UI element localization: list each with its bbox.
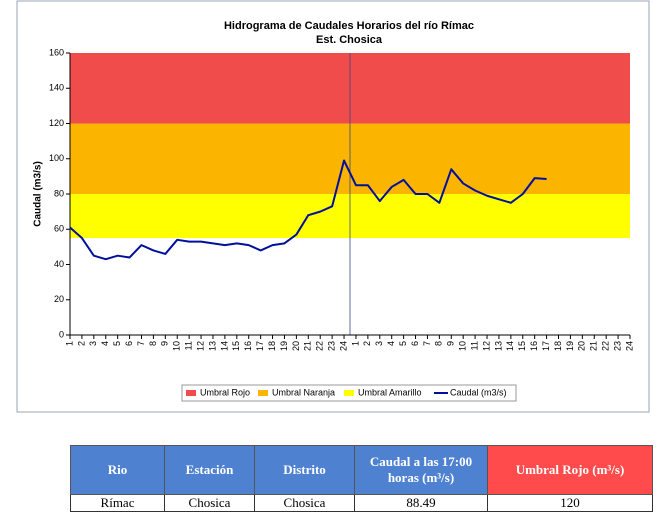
- x-tick-label: 10: [458, 341, 468, 351]
- x-tick-label: 16: [243, 341, 253, 351]
- x-tick-label: 16: [529, 341, 539, 351]
- y-tick-label: 0: [59, 329, 64, 339]
- x-tick-label: 15: [517, 341, 527, 351]
- y-tick-label: 160: [49, 47, 64, 57]
- y-tick-label: 80: [54, 188, 64, 198]
- x-tick-label: 7: [136, 341, 146, 346]
- x-tick-label: 12: [481, 341, 491, 351]
- header-cell: Distrito: [254, 445, 355, 495]
- legend-swatch: [258, 390, 268, 396]
- x-tick-label: 24: [624, 341, 634, 351]
- x-tick-label: 2: [362, 341, 372, 346]
- x-tick-label: 2: [76, 341, 86, 346]
- x-tick-label: 18: [553, 341, 563, 351]
- x-tick-label: 9: [446, 341, 456, 346]
- header-cell: Umbral Rojo (m³/s): [487, 445, 653, 495]
- x-tick-label: 11: [469, 341, 479, 350]
- x-tick-label: 24: [338, 341, 348, 351]
- x-tick-label: 4: [100, 341, 110, 346]
- x-tick-label: 19: [565, 341, 575, 351]
- x-tick-label: 1: [64, 341, 74, 346]
- data-line: [69, 159, 547, 261]
- x-tick-label: 20: [291, 341, 301, 351]
- x-tick-label: 22: [601, 341, 611, 351]
- x-tick-label: 8: [148, 341, 158, 346]
- x-tick-label: 1: [350, 341, 360, 346]
- legend-label: Umbral Amarillo: [358, 387, 422, 397]
- x-tick-label: 6: [410, 341, 420, 346]
- x-tick-label: 21: [589, 341, 599, 351]
- x-tick-label: 13: [493, 341, 503, 351]
- x-tick-label: 3: [374, 341, 384, 346]
- y-tick-label: 60: [54, 224, 64, 234]
- x-tick-label: 13: [207, 341, 217, 351]
- x-tick-label: 7: [422, 341, 432, 346]
- x-tick-label: 9: [160, 341, 170, 346]
- y-tick-label: 40: [54, 259, 64, 269]
- x-tick-label: 22: [315, 341, 325, 351]
- cell: Chosica: [164, 494, 255, 512]
- x-tick-label: 3: [88, 341, 98, 346]
- x-tick-label: 20: [577, 341, 587, 351]
- x-tick-label: 5: [112, 341, 122, 346]
- x-tick-label: 10: [172, 341, 182, 351]
- x-tick-label: 6: [124, 341, 134, 346]
- cell: Chosica: [254, 494, 355, 512]
- x-tick-label: 23: [612, 341, 622, 351]
- chart-title: Hidrograma de Caudales Horarios del río …: [224, 20, 474, 32]
- chart: Hidrograma de Caudales Horarios del río …: [16, 0, 650, 413]
- x-tick-label: 23: [327, 341, 337, 351]
- legend-label: Umbral Rojo: [200, 387, 250, 397]
- cell: 120: [487, 494, 653, 512]
- x-tick-label: 21: [303, 341, 313, 351]
- x-tick-label: 14: [219, 341, 229, 351]
- x-tick-label: 4: [386, 341, 396, 346]
- header-cell: Caudal a las 17:00 horas (m³/s): [354, 445, 488, 495]
- x-tick-label: 17: [255, 341, 265, 351]
- y-tick-label: 20: [54, 294, 64, 304]
- cell: Rímac: [70, 494, 165, 512]
- x-tick-label: 17: [541, 341, 551, 351]
- x-tick-label: 15: [231, 341, 241, 351]
- x-tick-label: 18: [267, 341, 277, 351]
- header-cell: Rio: [70, 445, 165, 495]
- y-tick-label: 140: [49, 83, 64, 93]
- x-tick-label: 11: [184, 341, 194, 350]
- info-table: Rio Estación Distrito Caudal a las 17:00…: [70, 445, 653, 512]
- x-tick-label: 14: [505, 341, 515, 351]
- header-cell: Estación: [164, 445, 255, 495]
- y-axis-label: Caudal (m3/s): [33, 161, 44, 227]
- legend-swatch: [344, 390, 354, 396]
- y-tick-label: 120: [49, 118, 64, 128]
- x-tick-label: 19: [279, 341, 289, 351]
- legend-label: Caudal (m3/s): [450, 387, 507, 397]
- legend-label: Umbral Naranja: [272, 387, 335, 397]
- y-tick-label: 100: [49, 153, 64, 163]
- x-tick-label: 12: [195, 341, 205, 351]
- chart-subtitle: Est. Chosica: [316, 34, 383, 46]
- legend-swatch: [186, 390, 196, 396]
- cell: 88.49: [354, 494, 488, 512]
- x-tick-label: 5: [398, 341, 408, 346]
- x-tick-label: 8: [434, 341, 444, 346]
